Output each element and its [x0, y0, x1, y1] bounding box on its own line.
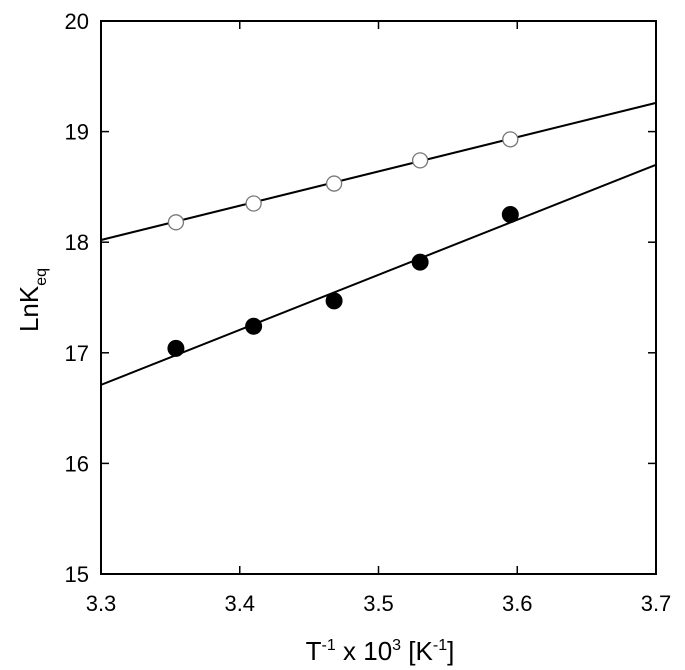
x-axis-title: T-1 x 103 [K-1]	[306, 636, 455, 666]
data-point-open	[245, 195, 262, 212]
y-tick-label: 18	[65, 230, 89, 255]
axis-ticks: 3.3 3.4 3.5 3.6 3.7 15 16 17 18 19 20	[65, 9, 672, 616]
fit-line	[100, 163, 657, 386]
y-tick-label: 19	[65, 120, 89, 145]
y-tick-label: 16	[65, 451, 89, 476]
y-axis-title: LnKeq	[14, 268, 50, 332]
plot-frame	[100, 20, 657, 575]
x-tick-label: 3.4	[224, 591, 255, 616]
data-point-filled	[245, 317, 263, 335]
data-point-open	[411, 152, 429, 169]
data-point-filled	[325, 292, 343, 310]
data-point-open	[167, 214, 185, 231]
fit-lines	[100, 101, 657, 386]
data-point-filled	[501, 206, 519, 224]
x-tick-label: 3.7	[641, 591, 672, 616]
data-point-open	[502, 131, 519, 148]
x-tick-label: 3.6	[502, 591, 533, 616]
data-point-filled	[167, 339, 185, 357]
data-point-open	[325, 175, 343, 192]
y-tick-label: 20	[65, 9, 89, 34]
y-tick-label: 15	[65, 562, 89, 587]
data-point-filled	[411, 253, 429, 271]
data-points	[167, 131, 519, 357]
x-tick-label: 3.3	[86, 591, 117, 616]
plot-border	[100, 20, 657, 575]
x-tick-label: 3.5	[363, 591, 394, 616]
fit-line	[100, 101, 657, 241]
y-tick-label: 17	[65, 341, 89, 366]
